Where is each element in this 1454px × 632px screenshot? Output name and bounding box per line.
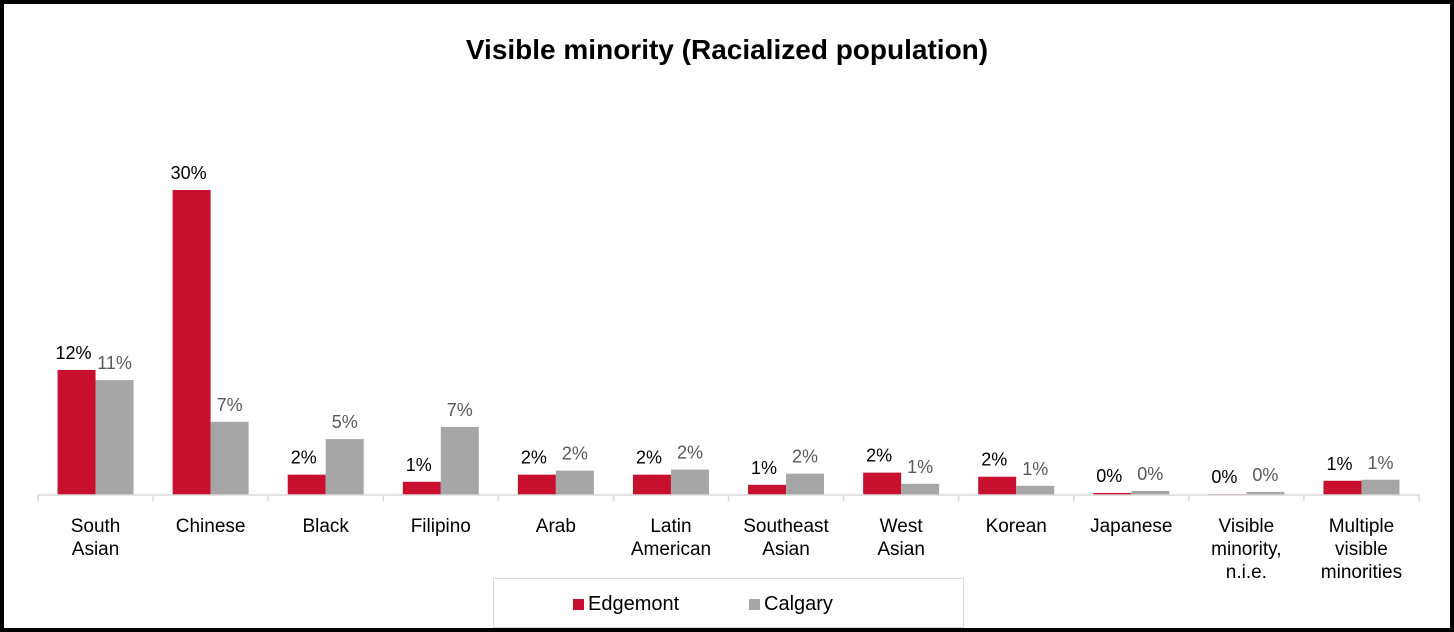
bar-calgary-south-asian (95, 380, 134, 495)
bar-calgary-visible-minority-n-i-e (1246, 491, 1285, 495)
legend-item-calgary: Calgary (749, 593, 833, 616)
value-label-calgary-black: 5% (332, 412, 358, 432)
value-label-edgemont-korean: 2% (981, 450, 1007, 470)
value-label-edgemont-black: 2% (291, 448, 317, 468)
bar-calgary-southeast-asian (786, 473, 825, 495)
category-label-latin-american: Latin American (631, 516, 711, 560)
bar-edgemont-south-asian (57, 369, 96, 495)
category-label-arab: Arab (536, 516, 576, 537)
legend-label-calgary: Calgary (764, 593, 833, 615)
bar-calgary-multiple-visible-minorities (1361, 479, 1400, 495)
value-label-edgemont-west-asian: 2% (866, 446, 892, 466)
chart-title: Visible minority (Racialized population) (466, 34, 988, 65)
bar-calgary-west-asian (901, 483, 940, 495)
value-label-calgary-visible-minority-n-i-e: 0% (1252, 465, 1278, 485)
bar-edgemont-multiple-visible-minorities (1323, 480, 1362, 495)
category-label-west-asian: West Asian (877, 516, 925, 560)
value-label-calgary-multiple-visible-minorities: 1% (1367, 453, 1393, 473)
value-label-calgary-korean: 1% (1022, 459, 1048, 479)
bar-edgemont-southeast-asian (748, 484, 787, 495)
bar-edgemont-black (287, 474, 326, 495)
value-labels-group: 12%11% 30% 7% 2% 5% 1% 7% 2% 2% 2% 2% 1% 2% 2% 1% 2% 1% 0… (56, 163, 1394, 487)
value-label-edgemont-latin-american: 2% (636, 448, 662, 468)
bar-calgary-arab (555, 470, 594, 495)
bar-edgemont-west-asian (863, 472, 902, 495)
value-label-edgemont-arab: 2% (521, 448, 547, 468)
value-label-edgemont-chinese: 30% (171, 163, 207, 183)
bar-edgemont-filipino (402, 481, 441, 495)
value-label-calgary-chinese: 7% (217, 395, 243, 415)
value-label-edgemont-southeast-asian: 1% (751, 458, 777, 478)
bar-edgemont-latin-american (632, 474, 671, 495)
category-label-south-asian: South Asian (71, 516, 121, 560)
category-label-japanese: Japanese (1090, 516, 1172, 537)
category-label-visible-minority-n-i-e: Visible minority, n.i.e. (1211, 516, 1281, 583)
category-label-multiple-visible-minorities: Multiple visible minorities (1321, 516, 1402, 583)
value-label-calgary-japanese: 0% (1137, 464, 1163, 484)
x-axis-ticks (37, 495, 1420, 501)
bar-calgary-korean (1016, 485, 1055, 495)
category-label-black: Black (302, 516, 349, 537)
value-label-calgary-southeast-asian: 2% (792, 447, 818, 467)
legend-label-edgemont: Edgemont (588, 593, 680, 615)
value-label-edgemont-filipino: 1% (406, 455, 432, 475)
category-label-southeast-asian: Southeast Asian (743, 516, 829, 560)
legend-swatch-calgary (749, 599, 760, 610)
bars-group (57, 190, 1400, 495)
value-label-calgary-west-asian: 1% (907, 457, 933, 477)
value-label-calgary-filipino: 7% (447, 400, 473, 420)
value-label-edgemont-visible-minority-n-i-e: 0% (1211, 467, 1237, 487)
value-label-edgemont-japanese: 0% (1096, 466, 1122, 486)
category-label-chinese: Chinese (176, 516, 246, 537)
bar-edgemont-korean (978, 476, 1017, 495)
bar-calgary-japanese (1131, 490, 1170, 495)
category-label-korean: Korean (986, 516, 1047, 537)
bar-edgemont-chinese (172, 190, 211, 495)
category-labels-group: South Asian Chinese Black Filipino Arab Latin A… (71, 516, 1402, 583)
value-label-edgemont-multiple-visible-minorities: 1% (1326, 454, 1352, 474)
legend-item-edgemont: Edgemont (573, 593, 679, 616)
bar-calgary-filipino (440, 426, 479, 495)
bar-calgary-black (325, 439, 364, 495)
value-label-calgary-latin-american: 2% (677, 443, 703, 463)
value-label-calgary-south-asian: 11% (97, 353, 132, 373)
bar-calgary-chinese (210, 421, 249, 495)
bar-edgemont-japanese (1093, 492, 1132, 495)
bar-edgemont-arab (517, 474, 556, 495)
legend-swatch-edgemont (573, 599, 584, 610)
value-label-calgary-arab: 2% (562, 444, 588, 464)
bar-calgary-latin-american (670, 469, 709, 495)
legend: Edgemont Calgary (493, 578, 964, 628)
value-label-edgemont-south-asian: 12% (56, 343, 92, 363)
category-label-filipino: Filipino (411, 516, 471, 537)
